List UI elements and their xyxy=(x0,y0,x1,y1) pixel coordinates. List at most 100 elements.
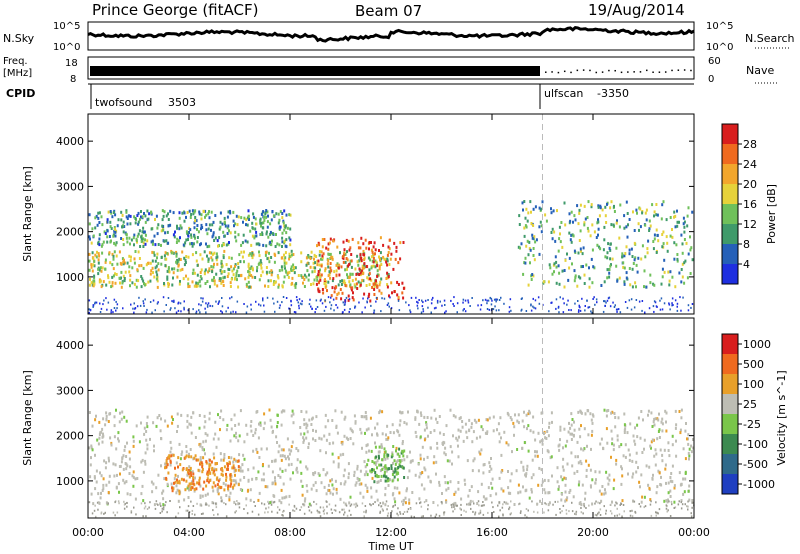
scatter-cell xyxy=(206,477,209,481)
scatter-cell xyxy=(289,227,292,231)
ground-scatter-cell xyxy=(631,515,634,518)
ground-scatter-cell xyxy=(518,503,520,506)
scatter-cell xyxy=(444,446,447,450)
scatter-cell xyxy=(482,471,485,475)
scatter-cell xyxy=(138,229,141,233)
scatter-cell xyxy=(634,256,637,260)
ground-scatter-cell xyxy=(397,507,399,510)
scatter-cell xyxy=(370,266,373,270)
scatter-cell xyxy=(395,245,398,249)
scatter-cell xyxy=(488,461,491,465)
cpid-label: CPID xyxy=(6,87,35,100)
ground-scatter-cell xyxy=(452,303,454,305)
scatter-cell xyxy=(167,266,170,270)
scatter-cell xyxy=(374,252,376,256)
ground-scatter-cell xyxy=(373,309,375,312)
scatter-cell xyxy=(683,230,686,234)
scatter-cell xyxy=(102,487,105,491)
scatter-cell xyxy=(90,492,93,496)
scatter-cell xyxy=(661,245,664,249)
ground-scatter-cell xyxy=(167,297,170,299)
scatter-cell xyxy=(387,251,390,254)
scatter-cell xyxy=(426,416,429,419)
scatter-cell xyxy=(163,254,166,258)
scatter-cell xyxy=(621,252,624,256)
scatter-cell xyxy=(616,434,619,438)
scatter-cell xyxy=(646,251,649,255)
scatter-cell xyxy=(527,412,530,416)
scatter-cell xyxy=(376,285,379,289)
scatter-cell xyxy=(203,272,206,276)
scatter-cell xyxy=(300,274,303,278)
scatter-cell xyxy=(469,499,472,503)
scatter-cell xyxy=(154,218,156,221)
colorbar-tick-label: 4 xyxy=(743,258,750,271)
ground-scatter-cell xyxy=(588,306,591,309)
scatter-cell xyxy=(156,232,159,236)
scatter-cell xyxy=(406,476,409,480)
scatter-cell xyxy=(470,425,473,429)
scatter-cell xyxy=(97,242,100,246)
scatter-cell xyxy=(453,503,456,507)
scatter-cell xyxy=(196,481,199,485)
scatter-cell xyxy=(627,223,629,227)
scatter-cell xyxy=(248,218,250,221)
scatter-cell xyxy=(215,445,218,449)
scatter-cell xyxy=(210,210,213,214)
scatter-cell xyxy=(343,251,346,255)
scatter-cell xyxy=(294,266,297,270)
scatter-cell xyxy=(101,440,104,444)
scatter-cell xyxy=(223,465,226,469)
scatter-cell xyxy=(648,227,651,231)
scatter-cell xyxy=(97,267,100,271)
y-tick-label: 2000 xyxy=(56,430,84,443)
scatter-cell xyxy=(668,279,671,283)
scatter-cell xyxy=(641,451,644,454)
scatter-cell xyxy=(217,437,220,441)
scatter-cell xyxy=(561,465,564,469)
ground-scatter-cell xyxy=(415,296,417,299)
scatter-cell xyxy=(384,479,387,483)
scatter-cell xyxy=(655,213,658,217)
scatter-cell xyxy=(340,410,343,414)
scatter-cell xyxy=(439,431,442,435)
ground-scatter-cell xyxy=(341,311,344,314)
scatter-cell xyxy=(233,434,236,438)
scatter-cell xyxy=(290,249,293,253)
scatter-cell xyxy=(295,466,298,470)
scatter-cell xyxy=(112,267,115,271)
scatter-cell xyxy=(678,471,681,475)
scatter-cell xyxy=(399,460,402,464)
scatter-cell xyxy=(104,232,107,235)
ground-scatter-cell xyxy=(416,300,418,303)
ground-scatter-cell xyxy=(332,298,335,301)
scatter-cell xyxy=(342,256,345,260)
scatter-cell xyxy=(176,224,178,228)
scatter-cell xyxy=(133,282,136,286)
scatter-cell xyxy=(100,285,103,289)
scatter-cell xyxy=(138,440,141,444)
scatter-cell xyxy=(566,439,569,443)
ground-scatter-cell xyxy=(663,302,666,305)
ground-scatter-cell xyxy=(292,509,294,512)
scatter-cell xyxy=(384,475,387,479)
scatter-cell xyxy=(232,210,235,214)
ground-scatter-cell xyxy=(599,514,602,516)
scatter-cell xyxy=(559,232,561,236)
scatter-cell xyxy=(112,257,115,261)
scatter-cell xyxy=(121,257,124,261)
scatter-cell xyxy=(198,479,201,483)
scatter-cell xyxy=(584,217,587,221)
scatter-cell xyxy=(140,421,142,425)
scatter-cell xyxy=(211,223,214,227)
scatter-cell xyxy=(100,244,103,248)
ground-scatter-cell xyxy=(669,308,671,311)
ground-scatter-cell xyxy=(106,308,108,311)
scatter-cell xyxy=(194,476,196,480)
scatter-cell xyxy=(104,267,107,271)
scatter-cell xyxy=(367,295,370,299)
scatter-cell xyxy=(215,468,218,472)
nave-dot xyxy=(551,71,553,73)
ground-scatter-cell xyxy=(89,308,92,311)
scatter-cell xyxy=(111,275,114,279)
